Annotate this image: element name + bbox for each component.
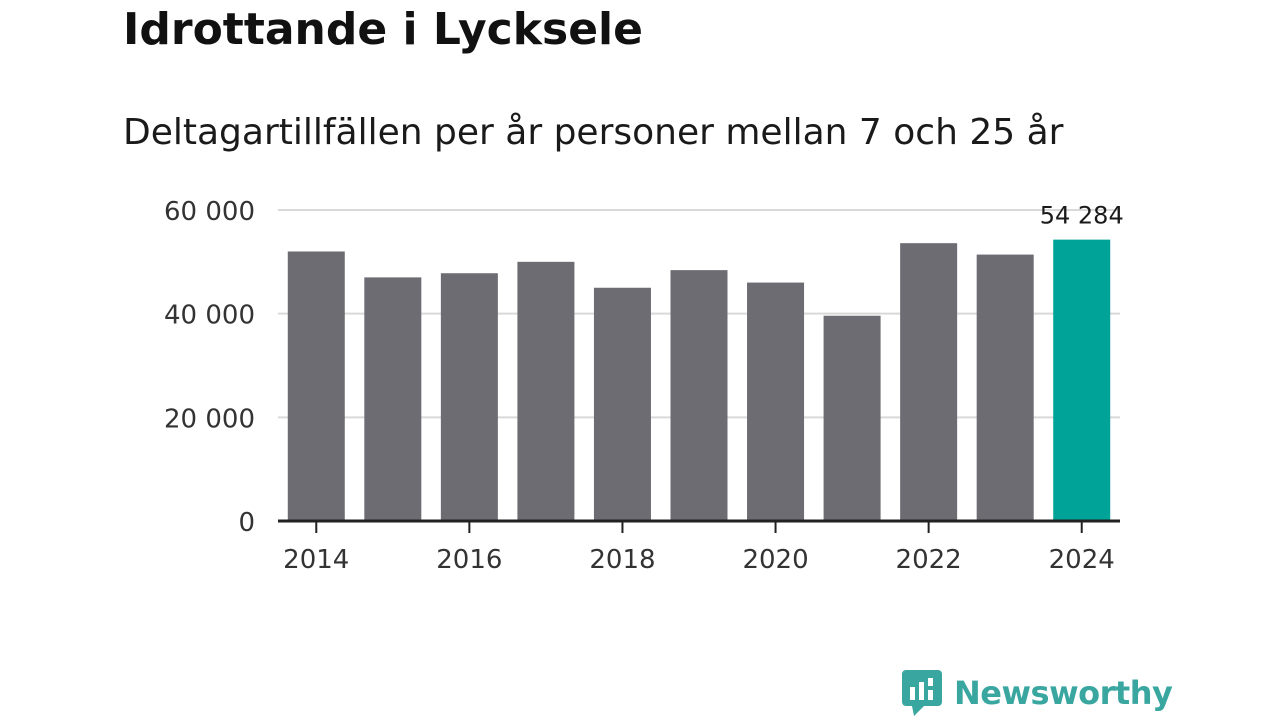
newsworthy-logo-icon [902, 670, 942, 716]
newsworthy-logo: Newsworthy [902, 670, 1173, 716]
chart-subtitle: Deltagartillfällen per år personer mella… [123, 112, 1064, 153]
brand-name: Newsworthy [954, 674, 1173, 712]
bar [900, 243, 958, 521]
y-tick-label: 20 000 [164, 404, 255, 434]
y-tick-label: 60 000 [164, 197, 255, 227]
bar [976, 254, 1034, 521]
bar [747, 282, 805, 521]
x-tick-label: 2016 [436, 545, 502, 575]
x-tick-label: 2014 [283, 545, 349, 575]
bar [593, 287, 651, 521]
bar-value-label: 54 284 [1040, 202, 1124, 230]
x-tick-label: 2022 [896, 545, 962, 575]
bar-highlight [1053, 239, 1111, 521]
bar [440, 273, 498, 521]
y-tick-label: 40 000 [164, 301, 255, 331]
bar [670, 270, 728, 521]
x-tick-label: 2024 [1049, 545, 1115, 575]
bar [517, 261, 575, 521]
bar [364, 277, 422, 521]
y-tick-label: 0 [238, 508, 255, 538]
bar [287, 251, 345, 521]
chart-title: Idrottande i Lycksele [123, 4, 643, 55]
x-tick-label: 2020 [742, 545, 808, 575]
x-tick-label: 2018 [589, 545, 655, 575]
bar-chart: 0 20 000 40 000 60 000 54 284 2014 2016 2018 202… [164, 197, 1124, 575]
bar [823, 315, 881, 521]
